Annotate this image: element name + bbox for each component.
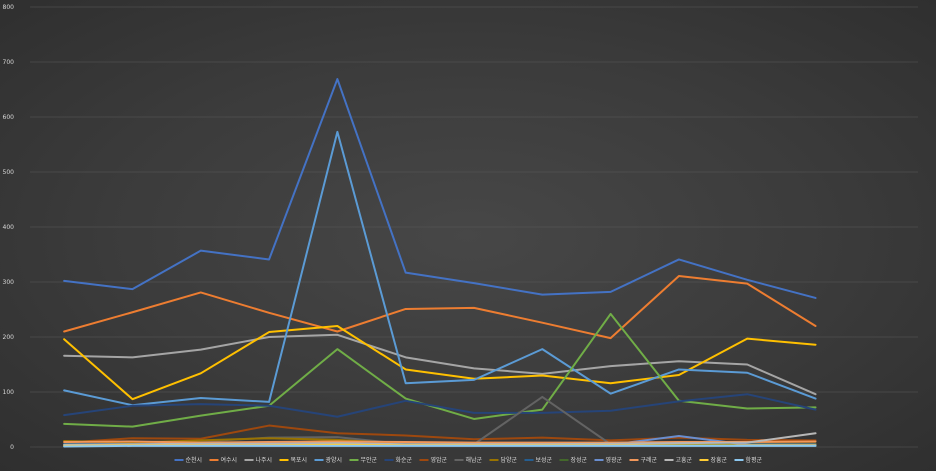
- legend-label: 목포시: [291, 457, 308, 464]
- y-axis-ticks: 0 100 200 300 400 500 600 700 800: [3, 4, 15, 451]
- legend-item: 보성군: [524, 456, 553, 464]
- legend-item: 고흥군: [664, 456, 693, 464]
- legend-item: 장흥군: [699, 456, 728, 464]
- series-line-3: [63, 325, 817, 401]
- legend-item: 함평군: [734, 456, 763, 464]
- legend: 순천시 여수시 나주시 목포시 광양시 무안군 화순군 영암군 해남군 담양군 보성군 장성군 영광군 구…: [174, 456, 763, 464]
- y-tick-label: 800: [3, 4, 15, 11]
- series-line-14: [63, 432, 817, 446]
- y-tick-label: 500: [3, 169, 15, 176]
- legend-label: 순천시: [186, 456, 203, 464]
- legend-item: 장성군: [559, 456, 588, 464]
- legend-label: 장성군: [571, 456, 588, 464]
- series-line-1: [63, 274, 817, 340]
- legend-item: 담양군: [489, 456, 518, 464]
- y-tick-label: 0: [10, 444, 14, 451]
- legend-item: 무안군: [349, 456, 378, 464]
- legend-label: 영광군: [606, 456, 623, 464]
- legend-label: 광양시: [326, 456, 343, 464]
- y-tick-label: 400: [3, 224, 15, 231]
- series-line-4: [63, 130, 817, 407]
- legend-label: 담양군: [501, 456, 518, 464]
- series-line-6: [63, 393, 817, 418]
- y-tick-label: 600: [3, 114, 15, 121]
- legend-item: 화순군: [384, 457, 413, 464]
- y-tick-label: 700: [3, 59, 15, 66]
- series-line-16: [63, 444, 817, 448]
- series-line-13: [63, 440, 817, 444]
- legend-label: 구례군: [641, 456, 658, 464]
- series-line-2: [63, 333, 817, 396]
- legend-item: 구례군: [629, 456, 658, 464]
- legend-item: 영암군: [419, 456, 448, 464]
- legend-label: 함평군: [746, 456, 763, 464]
- legend-label: 보성군: [536, 456, 553, 464]
- series-lines: [63, 78, 817, 448]
- legend-label: 장흥군: [711, 456, 728, 464]
- legend-label: 화순군: [396, 457, 413, 464]
- legend-label: 나주시: [256, 456, 273, 464]
- y-tick-label: 200: [3, 334, 15, 341]
- legend-label: 무안군: [361, 456, 378, 464]
- legend-item: 순천시: [174, 456, 203, 464]
- y-tick-label: 100: [3, 389, 15, 396]
- legend-item: 광양시: [314, 456, 343, 464]
- legend-item: 해남군: [454, 456, 483, 464]
- series-line-5: [63, 312, 817, 428]
- legend-item: 목포시: [279, 457, 308, 464]
- gridlines: [30, 6, 918, 448]
- legend-label: 해남군: [466, 456, 483, 464]
- y-tick-label: 300: [3, 279, 15, 286]
- legend-item: 여수시: [209, 456, 238, 464]
- legend-item: 영광군: [594, 456, 623, 464]
- series-line-0: [63, 78, 817, 299]
- legend-label: 영암군: [431, 456, 448, 464]
- legend-item: 나주시: [244, 456, 273, 464]
- legend-label: 고흥군: [676, 456, 693, 464]
- legend-label: 여수시: [221, 456, 238, 464]
